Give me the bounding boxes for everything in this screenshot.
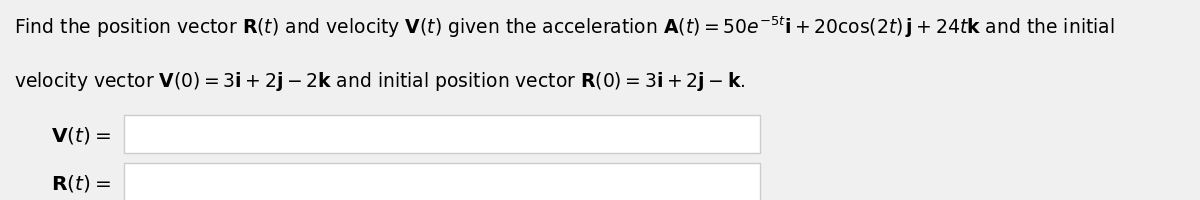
Text: Find the position vector $\mathbf{R}(t)$ and velocity $\mathbf{V}(t)$ given the : Find the position vector $\mathbf{R}(t)$… [14, 14, 1115, 40]
Text: $\mathbf{V}(t) =$: $\mathbf{V}(t) =$ [50, 126, 110, 146]
FancyBboxPatch shape [124, 115, 760, 153]
FancyBboxPatch shape [124, 163, 760, 200]
Text: $\mathbf{R}(t) =$: $\mathbf{R}(t) =$ [50, 173, 110, 194]
Text: velocity vector $\mathbf{V}(0) = 3\mathbf{i} + 2\mathbf{j} - 2\mathbf{k}$ and in: velocity vector $\mathbf{V}(0) = 3\mathb… [14, 70, 745, 93]
